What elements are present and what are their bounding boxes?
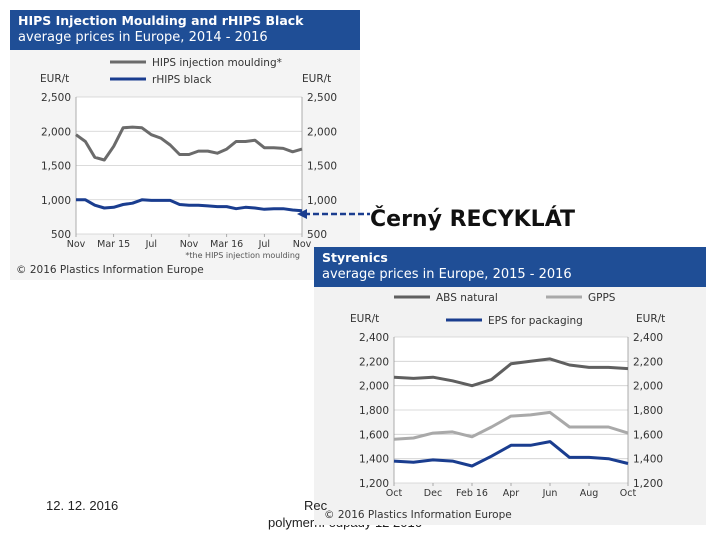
y-tick-right-0: 2,500 (307, 92, 337, 104)
y-tick-right-2: 2,000 (633, 381, 663, 393)
y-tick-right-3: 1,800 (633, 405, 663, 417)
y-tick-right-2: 1,500 (307, 161, 337, 173)
y-tick-right-5: 1,400 (633, 454, 663, 466)
y-axis-label-left: EUR/t (40, 73, 69, 85)
y-tick-left-5: 1,400 (359, 454, 389, 466)
legend-label-0: ABS natural (436, 292, 498, 304)
legend-label-1: rHIPS black (152, 74, 212, 86)
y-tick-right-4: 500 (307, 229, 327, 241)
styrenics-chart-title: Styrenics (322, 250, 388, 265)
y-tick-left-4: 500 (51, 229, 71, 241)
y-tick-right-1: 2,200 (633, 356, 663, 368)
styrenics-chart-panel: Styrenics average prices in Europe, 2015… (314, 247, 706, 525)
y-tick-left-4: 1,600 (359, 429, 389, 441)
y-tick-left-2: 1,500 (41, 161, 71, 173)
styrenics-copyright: © 2016 Plastics Information Europe (324, 509, 512, 521)
annotation-arrow-head (297, 209, 307, 219)
x-tick-label-3: Nov (180, 239, 199, 250)
annotation-arrow (297, 209, 370, 219)
x-tick-label-2: Feb 16 (456, 488, 488, 499)
x-tick-label-4: Mar 16 (210, 239, 243, 250)
annotation-label: Černý RECYKLÁT (370, 207, 576, 232)
hips-copyright: © 2016 Plastics Information Europe (16, 264, 204, 276)
y-tick-right-0: 2,400 (633, 332, 663, 344)
hips-chart-footer: © 2016 Plastics Information Europe (10, 260, 360, 280)
y-axis-label-right: EUR/t (636, 313, 665, 325)
y-tick-right-1: 2,000 (307, 126, 337, 138)
styrenics-line-chart: ABS natural GPPS EPS for packaging EUR/t EUR… (350, 292, 665, 499)
y-tick-right-6: 1,200 (633, 478, 663, 490)
x-tick-label-0: Nov (67, 239, 86, 250)
y-tick-right-3: 1,000 (307, 195, 337, 207)
x-tick-label-2: Jul (145, 239, 157, 250)
legend-label-0: HIPS injection moulding* (152, 57, 282, 69)
hips-chart-header: HIPS Injection Moulding and rHIPS Black … (10, 10, 360, 50)
styrenics-chart-footer: © 2016 Plastics Information Europe (314, 505, 706, 525)
x-tick-label-5: Jul (258, 239, 270, 250)
x-tick-label-5: Aug (580, 488, 599, 499)
x-tick-label-6: Nov (293, 239, 312, 250)
hips-line-chart: HIPS injection moulding* rHIPS black EUR/t… (40, 57, 337, 260)
styrenics-chart-subtitle: average prices in Europe, 2015 - 2016 (322, 267, 572, 282)
styrenics-chart-header: Styrenics average prices in Europe, 2015… (314, 247, 706, 287)
x-tick-label-1: Mar 15 (97, 239, 130, 250)
x-tick-label-0: Oct (386, 488, 403, 499)
y-tick-left-6: 1,200 (359, 478, 389, 490)
x-tick-label-4: Jun (542, 488, 558, 499)
hips-footnote: *the HIPS injection moulding (185, 251, 300, 260)
x-tick-label-6: Oct (620, 488, 637, 499)
y-tick-left-0: 2,400 (359, 332, 389, 344)
x-tick-label-1: Dec (424, 488, 442, 499)
y-tick-left-1: 2,200 (359, 356, 389, 368)
hips-chart-panel: HIPS Injection Moulding and rHIPS Black … (10, 10, 360, 280)
y-tick-left-3: 1,800 (359, 405, 389, 417)
y-axis-label-left: EUR/t (350, 313, 379, 325)
y-tick-left-1: 2,000 (41, 126, 71, 138)
y-tick-right-4: 1,600 (633, 429, 663, 441)
y-tick-left-2: 2,000 (359, 381, 389, 393)
y-axis-label-right: EUR/t (302, 73, 331, 85)
hips-chart-title: HIPS Injection Moulding and rHIPS Black (18, 13, 304, 28)
slide-footer-line1: Rec (304, 498, 328, 513)
y-tick-left-3: 1,000 (41, 195, 71, 207)
slide-date: 12. 12. 2016 (46, 498, 119, 513)
y-tick-left-0: 2,500 (41, 92, 71, 104)
legend-label-2: EPS for packaging (488, 315, 583, 327)
x-tick-label-3: Apr (503, 488, 520, 499)
legend-label-1: GPPS (588, 292, 616, 304)
hips-chart-subtitle: average prices in Europe, 2014 - 2016 (18, 30, 268, 45)
